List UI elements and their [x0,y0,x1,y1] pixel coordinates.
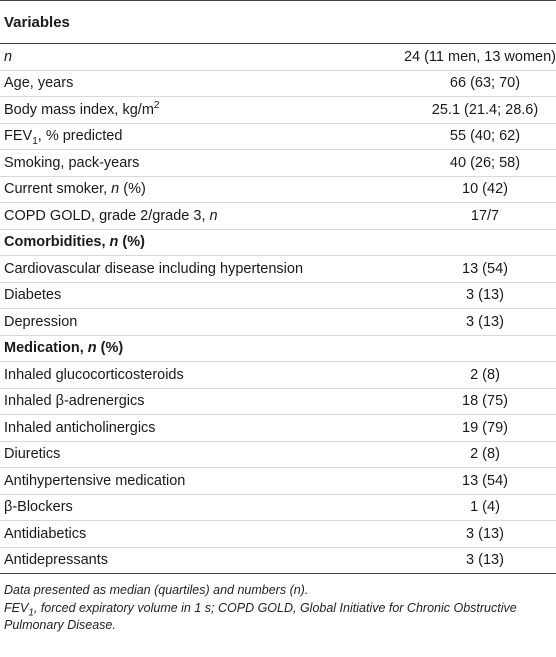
note-data-presented: Data presented as median (quartiles) and… [4,583,309,597]
table-row: Age, years 66 (63; 70) [0,71,556,97]
row-label: β-Blockers [4,499,73,516]
row-value: 18 (75) [462,393,508,410]
row-value: 66 (63; 70) [449,75,521,92]
row-label: Body mass index, kg/m2 [4,99,160,118]
row-value: 3 (13) [466,525,504,542]
row-label: n [4,48,13,65]
characteristics-table: Variables n 24 (11 men, 13 women) Age, yea… [0,0,556,635]
row-label: Medication, n (%) [4,340,124,357]
header-variables: Variables [4,13,70,31]
table-top-rule [0,0,556,1]
row-value: 10 (42) [462,181,508,198]
row-label: FEV1, % predicted [4,128,123,148]
table-row: β-Blockers 1 (4) [0,495,556,521]
table-row: Antihypertensive medication 13 (54) [0,468,556,495]
table-row: Inhaled anticholinergics 19 (79) [0,415,556,442]
row-label: Cardiovascular disease including hyperte… [4,260,304,277]
row-label: COPD GOLD, grade 2/grade 3, n [4,207,218,224]
row-value: 1 (4) [470,499,500,516]
table-row: Current smoker, n (%) 10 (42) [0,177,556,203]
section-row: Comorbidities, n (%) [0,230,556,256]
table-row: FEV1, % predicted 55 (40; 62) [0,124,556,150]
row-value: 3 (13) [466,313,504,330]
row-label: Diabetes [4,287,62,304]
note-definitions: , forced expiratory volume in 1 s; COPD … [4,600,517,633]
table-row: COPD GOLD, grade 2/grade 3, n 17/7 [0,203,556,230]
table-row: Cardiovascular disease including hyperte… [0,256,556,283]
row-value: 2 (8) [470,366,500,383]
table-row: Smoking, pack-years 40 (26; 58) [0,150,556,177]
row-value: 13 (54) [462,472,508,489]
row-label: Age, years [4,75,74,92]
row-label: Antidiabetics [4,525,87,542]
row-value: 40 (26; 58) [449,154,521,171]
row-value: 24 (11 men, 13 women) [403,48,556,65]
table-row: Body mass index, kg/m2 25.1 (21.4; 28.6) [0,97,556,124]
row-label: Smoking, pack-years [4,154,140,171]
row-label: Inhaled glucocorticosteroids [4,366,184,383]
row-value: 19 (79) [462,419,508,436]
table-row: Depression 3 (13) [0,309,556,336]
table-row: n 24 (11 men, 13 women) [0,44,556,71]
row-label: Inhaled anticholinergics [4,419,156,436]
table-header: Variables [0,1,556,44]
table-row: Diabetes 3 (13) [0,283,556,309]
row-label: Depression [4,313,78,330]
row-label: Inhaled β-adrenergics [4,393,145,410]
row-label: Antihypertensive medication [4,472,186,489]
section-row: Medication, n (%) [0,336,556,362]
row-value: 55 (40; 62) [449,128,521,145]
table-body: n 24 (11 men, 13 women) Age, years 66 (63; … [0,44,556,574]
row-label: Antidepressants [4,552,108,569]
note-abbreviations: FEV1, forced expiratory volume in 1 s; C… [4,600,552,635]
row-label: Current smoker, n (%) [4,181,146,198]
table-row: Antidepressants 3 (13) [0,548,556,574]
row-value: 3 (13) [466,552,504,569]
row-label: Diuretics [4,446,61,463]
note-fev-sub: 1 [28,607,34,618]
note-fev: FEV [4,600,29,615]
row-value: 2 (8) [470,446,500,463]
row-value: 17/7 [470,207,500,224]
row-label: Comorbidities, n (%) [4,234,145,251]
table-row: Antidiabetics 3 (13) [0,521,556,548]
table-row: Inhaled glucocorticosteroids 2 (8) [0,362,556,389]
row-value: 3 (13) [466,287,504,304]
table-row: Inhaled β-adrenergics 18 (75) [0,389,556,415]
table-row: Diuretics 2 (8) [0,442,556,468]
table-notes: Data presented as median (quartiles) and… [0,574,556,635]
row-value: 25.1 (21.4; 28.6) [431,101,539,118]
row-value: 13 (54) [462,260,508,277]
